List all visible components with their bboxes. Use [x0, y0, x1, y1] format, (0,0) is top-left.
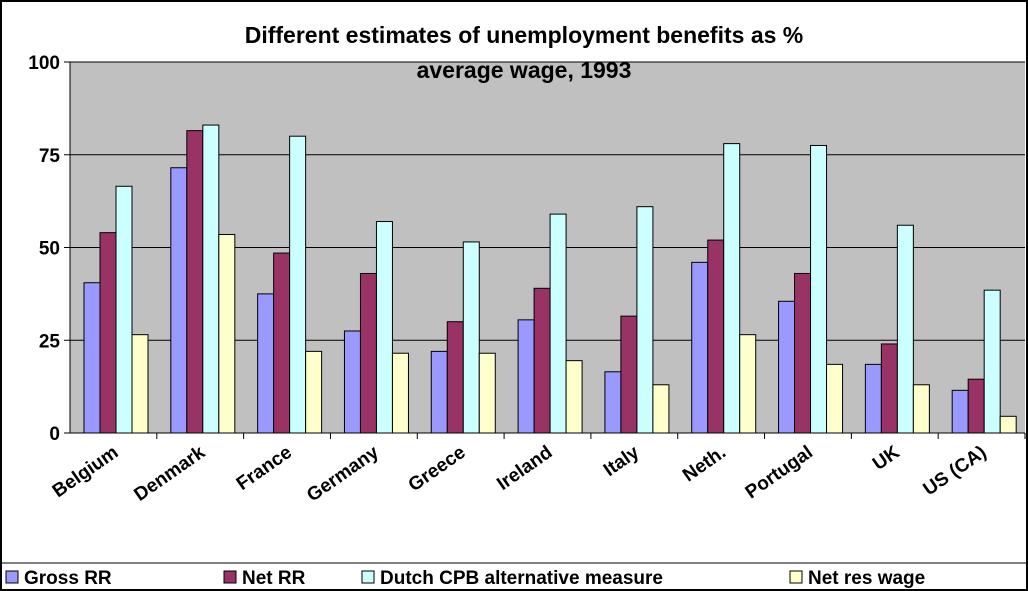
legend-swatch — [223, 570, 237, 584]
bar-net-res-wage — [826, 363, 844, 434]
bar-dutch-cpb-alternative-measure — [636, 206, 654, 434]
chart-title-line-2: average wage, 1993 — [417, 57, 632, 83]
bar-gross-rr — [604, 371, 622, 434]
legend-swatch — [789, 570, 803, 584]
bar-net-res-wage — [391, 352, 409, 434]
legend: Gross RR Net RR Dutch CPB alternative meas… — [1, 562, 1027, 589]
bar-gross-rr — [83, 282, 101, 434]
bar-net-res-wage — [478, 352, 496, 434]
bar-gross-rr — [517, 319, 535, 434]
bar-net-rr — [794, 272, 812, 434]
bar-dutch-cpb-alternative-measure — [896, 224, 914, 434]
bar-net-res-wage — [652, 384, 670, 434]
bar-net-rr — [967, 378, 985, 434]
y-tick-label: 75 — [39, 146, 61, 167]
bar-net-res-wage — [565, 360, 583, 434]
bar-net-res-wage — [131, 334, 149, 434]
bar-gross-rr — [257, 293, 275, 434]
bar-gross-rr — [170, 167, 188, 434]
legend-label: Gross RR — [24, 568, 112, 589]
bar-dutch-cpb-alternative-measure — [115, 185, 133, 434]
bar-dutch-cpb-alternative-measure — [723, 143, 741, 434]
bar-dutch-cpb-alternative-measure — [289, 135, 307, 434]
legend-label: Net res wage — [808, 568, 925, 589]
legend-swatch — [361, 570, 375, 584]
bar-gross-rr — [778, 300, 796, 434]
bar-dutch-cpb-alternative-measure — [810, 144, 828, 434]
bar-net-rr — [446, 321, 464, 434]
bar-net-rr — [99, 232, 117, 434]
y-tick-label: 50 — [39, 239, 60, 260]
bar-dutch-cpb-alternative-measure — [375, 221, 393, 434]
bar-net-rr — [186, 130, 204, 434]
bar-net-res-wage — [999, 415, 1017, 434]
bar-net-rr — [620, 315, 638, 434]
bar-net-rr — [880, 343, 898, 434]
y-tick-label: 25 — [39, 331, 61, 352]
bar-gross-rr — [343, 330, 361, 434]
y-tick-label: 0 — [49, 424, 60, 445]
y-tick-label: 100 — [28, 53, 60, 74]
bar-gross-rr — [430, 350, 448, 434]
chart-title-line-1: Different estimates of unemployment bene… — [245, 22, 804, 48]
legend-swatch — [5, 570, 19, 584]
bar-dutch-cpb-alternative-measure — [462, 241, 480, 434]
bar-gross-rr — [864, 363, 882, 434]
bar-net-rr — [273, 252, 291, 434]
bar-gross-rr — [691, 261, 709, 434]
bars — [83, 124, 1017, 434]
bar-net-res-wage — [912, 384, 930, 434]
bar-dutch-cpb-alternative-measure — [549, 213, 567, 434]
legend-label: Dutch CPB alternative measure — [380, 568, 663, 589]
bar-net-rr — [707, 239, 725, 434]
legend-label: Net RR — [242, 568, 306, 589]
bar-dutch-cpb-alternative-measure — [983, 289, 1001, 434]
bar-gross-rr — [951, 389, 969, 434]
bar-net-res-wage — [305, 350, 323, 434]
bar-dutch-cpb-alternative-measure — [202, 124, 220, 434]
bar-net-res-wage — [739, 334, 757, 434]
bar-net-res-wage — [218, 234, 236, 434]
bar-net-rr — [359, 272, 377, 434]
bar-net-rr — [533, 287, 551, 434]
